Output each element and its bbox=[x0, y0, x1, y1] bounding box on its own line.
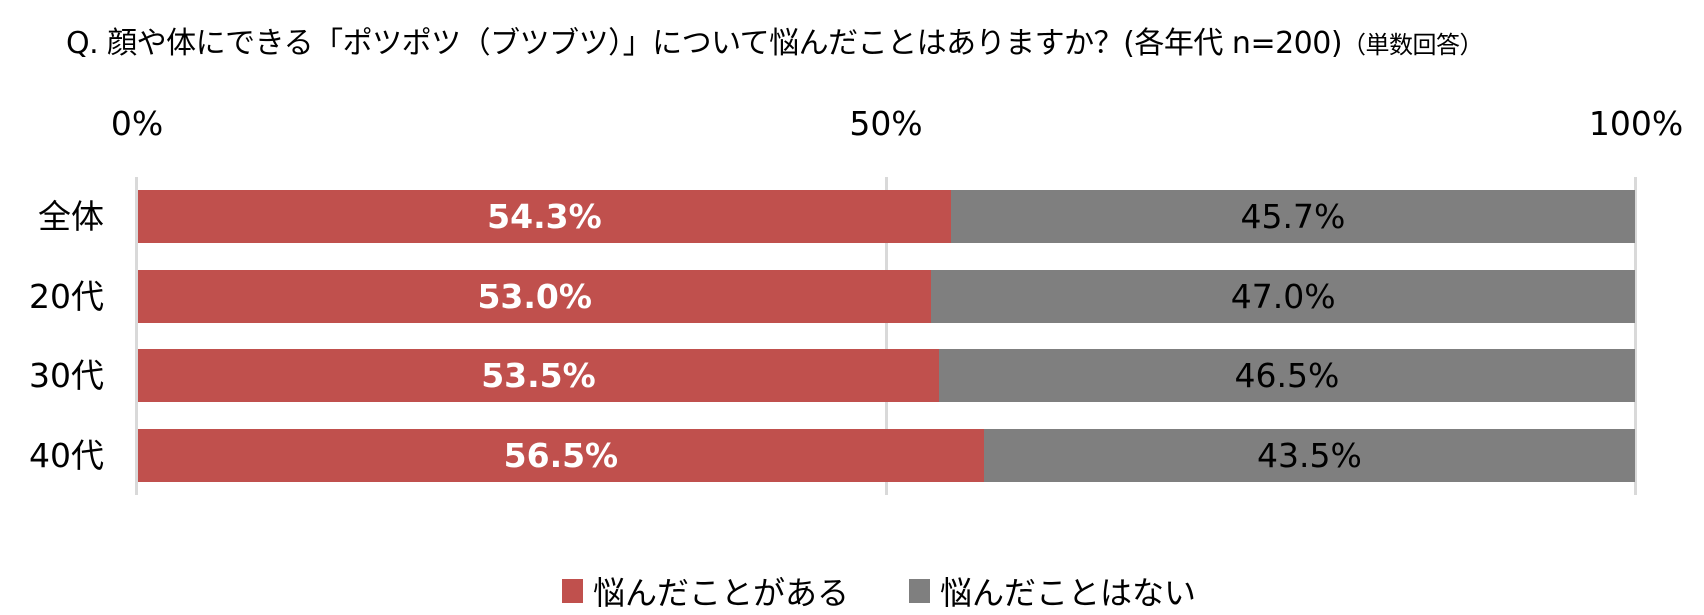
gridline-50 bbox=[885, 177, 888, 495]
bar-segment-yes: 53.5% bbox=[138, 349, 939, 402]
bar-segment-no: 43.5% bbox=[983, 429, 1635, 482]
bar-segment-no: 45.7% bbox=[950, 190, 1635, 243]
stacked-bar: 53.0% 47.0% bbox=[138, 270, 1635, 323]
stacked-bar: 54.3% 45.7% bbox=[138, 190, 1635, 243]
x-tick-50: 50% bbox=[849, 104, 923, 143]
x-tick-100: 100% bbox=[1588, 104, 1684, 143]
bar-segment-yes: 56.5% bbox=[138, 429, 984, 482]
legend-item-no: 悩んだことはない bbox=[909, 568, 1196, 614]
stacked-bar: 56.5% 43.5% bbox=[138, 429, 1635, 482]
legend-swatch-gray-icon bbox=[909, 579, 931, 603]
chart-title: Q. 顔や体にできる「ポツポツ（ブツブツ）」について悩んだことはありますか？(各… bbox=[66, 18, 1484, 62]
bar-segment-no: 47.0% bbox=[931, 270, 1635, 323]
gridline-0 bbox=[135, 177, 138, 495]
legend: 悩んだことがある 悩んだことはない bbox=[562, 568, 1256, 614]
bar-segment-yes: 54.3% bbox=[138, 190, 951, 243]
category-label: 20代 bbox=[29, 277, 104, 316]
category-label: 全体 bbox=[38, 197, 104, 236]
gridline-100 bbox=[1634, 177, 1637, 495]
legend-label: 悩んだことはない bbox=[940, 574, 1197, 612]
legend-label: 悩んだことがある bbox=[593, 574, 850, 612]
bar-segment-yes: 53.0% bbox=[138, 270, 932, 323]
chart-title-main: Q. 顔や体にできる「ポツポツ（ブツブツ）」について悩んだことはありますか？(各… bbox=[66, 26, 1343, 61]
bar-segment-no: 46.5% bbox=[938, 349, 1635, 402]
chart-title-sub: （単数回答） bbox=[1342, 31, 1484, 59]
legend-item-yes: 悩んだことがある bbox=[562, 568, 849, 614]
x-tick-0: 0% bbox=[110, 104, 164, 143]
category-label: 40代 bbox=[29, 436, 104, 475]
legend-swatch-red-icon bbox=[562, 579, 583, 603]
stacked-bar: 53.5% 46.5% bbox=[138, 349, 1635, 402]
category-label: 30代 bbox=[29, 356, 104, 395]
